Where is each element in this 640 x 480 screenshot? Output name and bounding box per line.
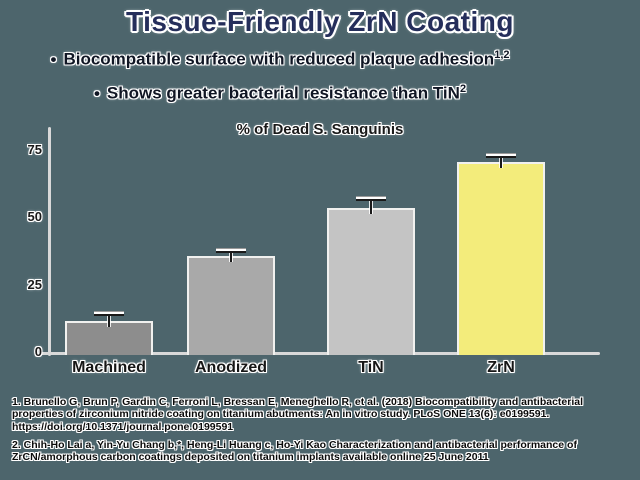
error-bar-cap-tin [356,195,386,201]
bar-zrn [457,161,545,355]
bar-tin [327,207,415,355]
error-bar-stem-tin [370,199,372,214]
error-bar-stem-anodized [230,252,232,263]
bullet-item-biocompatible: • Biocompatible surface with reduced plaq… [0,49,560,70]
x-axis-line [38,352,600,355]
x-axis-label-machined: Machined [72,359,146,376]
y-tick-label-50: 50 [27,209,42,225]
error-bar-cap-machined [94,311,124,317]
error-bar-cap-anodized [216,248,246,254]
x-axis-label-tin: TiN [358,359,384,376]
x-axis-label-zrn: ZrN [487,359,515,376]
bullet-text: Biocompatible surface with reduced plaqu… [63,49,495,69]
x-axis-label-anodized: Anodized [195,359,267,376]
y-tick-label-25: 25 [27,276,42,292]
error-bar-stem-zrn [500,156,502,168]
bullet-dot-icon: • [93,83,100,103]
y-axis-line [48,127,51,356]
bullet-reference-superscript: 2 [459,83,467,95]
error-bar-cap-zrn [486,152,516,158]
footnote-reference-2: 2. Chih-Ho Lai a, Yin-Yu Chang b,*, Heng… [12,439,577,464]
bullet-text: Shows greater bacterial resistance than … [106,83,460,103]
chart-title: % of Dead S. Sanguinis [236,121,404,138]
y-tick-label-75: 75 [27,142,42,158]
footnote-reference-1: 1. Brunello G, Brun P, Gardin C, Ferroni… [12,396,584,433]
bullet-reference-superscript: 1,2 [494,49,510,61]
page-title: Tissue-Friendly ZrN Coating [126,6,514,37]
error-bar-stem-machined [108,315,110,327]
y-tick-label-0: 0 [34,344,42,359]
bullet-dot-icon: • [50,49,57,69]
bar-anodized [187,256,275,355]
bullet-item-bacterial-resistance: • Shows greater bacterial resistance than… [0,83,560,104]
